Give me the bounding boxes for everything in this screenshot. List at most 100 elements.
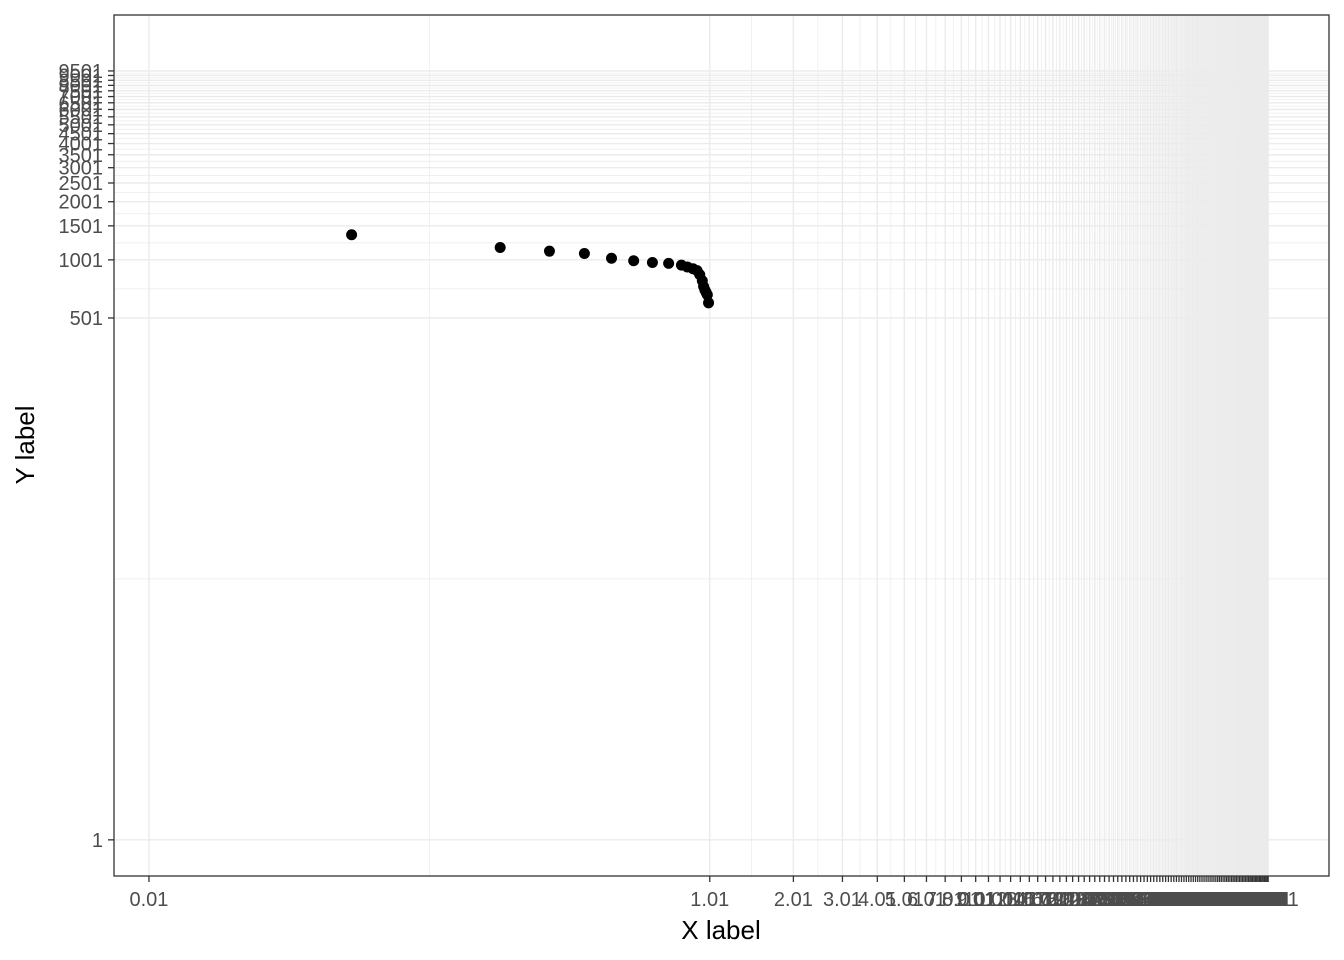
x-tick-label: 19.01: [1041, 889, 1091, 911]
x-tick-label: 2.01: [774, 889, 813, 911]
x-tick-label: 89.01: [1229, 889, 1279, 911]
x-tick-label: 16.01: [1021, 889, 1071, 911]
y-tick-label: 8001: [59, 75, 104, 97]
x-tick-label: 46.01: [1149, 889, 1199, 911]
x-tick-label: 26.01: [1079, 889, 1129, 911]
x-tick-label: 94.01: [1236, 889, 1286, 911]
x-tick-label: 93.01: [1234, 889, 1284, 911]
x-tick-label: 66.01: [1193, 889, 1243, 911]
x-tick-label: 15.01: [1013, 889, 1063, 911]
y-tick-label: 1: [92, 830, 103, 852]
x-tick-label: 25.01: [1075, 889, 1125, 911]
x-tick-label: 7.01: [926, 889, 965, 911]
x-tick-label: 90.01: [1230, 889, 1280, 911]
x-tick-label: 69.01: [1198, 889, 1248, 911]
x-tick-label: 99.01: [1242, 889, 1292, 911]
y-tick-label: 8501: [59, 70, 104, 92]
x-tick-label: 55.01: [1170, 889, 1220, 911]
x-tick-label: 98.01: [1241, 889, 1291, 911]
y-tick-label: 4501: [59, 124, 104, 146]
x-tick-label: 76.01: [1210, 889, 1260, 911]
x-tick-label: 11.01: [976, 889, 1025, 911]
x-tick-label: 3.01: [823, 889, 862, 911]
x-tick-label: 84.01: [1222, 889, 1272, 911]
y-axis-title: Y label: [10, 405, 40, 484]
x-tick-label: 70.01: [1200, 889, 1250, 911]
x-tick-label: 13.01: [995, 889, 1045, 911]
x-tick-label: 97.01: [1239, 889, 1289, 911]
x-tick-label: 91.01: [1232, 889, 1282, 911]
y-tick-label: 7001: [59, 87, 104, 109]
x-tick-label: 48.01: [1154, 889, 1204, 911]
x-tick-label: 87.01: [1226, 889, 1276, 911]
x-tick-label: 4.01: [858, 889, 897, 911]
x-tick-label: 81.01: [1218, 889, 1268, 911]
data-point: [494, 241, 506, 253]
x-tick-label: 12.01: [986, 889, 1036, 911]
x-axis: 0.01 1.01 2.01 3.014.015.016.017.018.019.01…: [129, 876, 1299, 911]
y-tick-label: 1501: [59, 216, 104, 238]
x-tick-label: 58.01: [1177, 889, 1227, 911]
y-tick-label: 2501: [59, 173, 104, 195]
x-tick-label: 22.01: [1059, 889, 1109, 911]
x-tick-label: 88.01: [1228, 889, 1278, 911]
data-point: [346, 229, 358, 241]
data-point: [663, 257, 675, 269]
x-tick-label: 52.01: [1164, 889, 1214, 911]
x-tick-label: 23.01: [1065, 889, 1115, 911]
x-tick-label: 0.01: [129, 889, 168, 911]
x-tick-label: 77.01: [1211, 889, 1261, 911]
x-tick-label: 14.01: [1004, 889, 1054, 911]
x-tick-label: 53.01: [1166, 889, 1216, 911]
x-tick-label: 10.01: [963, 889, 1013, 911]
x-tick-label: 100.01: [1238, 889, 1299, 911]
x-tick-label: 6.01: [907, 889, 946, 911]
x-tick-label: 83.01: [1220, 889, 1270, 911]
x-tick-label: 41.01: [1135, 889, 1185, 911]
x-tick-label: 24.01: [1070, 889, 1120, 911]
x-tick-label: 35.01: [1116, 889, 1166, 911]
x-tick-label: 37.01: [1122, 889, 1172, 911]
x-tick-label: 75.01: [1208, 889, 1258, 911]
data-points: [346, 229, 715, 309]
x-tick-label: 5.01: [885, 889, 924, 911]
x-tick-label: 64.01: [1189, 889, 1239, 911]
x-tick-label: 57.01: [1175, 889, 1225, 911]
x-tick-label: 71.01: [1202, 889, 1252, 911]
x-tick-label: 74.01: [1207, 889, 1257, 911]
x-tick-label: 20.01: [1048, 889, 1098, 911]
y-tick-label: 3501: [59, 145, 104, 167]
x-tick-label: 63.01: [1187, 889, 1237, 911]
y-tick-label: 6001: [59, 100, 104, 122]
x-tick-label: 51.01: [1161, 889, 1211, 911]
x-tick-label: 72.01: [1203, 889, 1253, 911]
x-tick-label: 38.01: [1126, 889, 1176, 911]
x-tick-label: 56.01: [1173, 889, 1223, 911]
data-point: [646, 257, 658, 268]
x-tick-label: 40.01: [1132, 889, 1182, 911]
x-tick-label: 32.01: [1105, 889, 1155, 911]
y-tick-label: 1001: [59, 250, 104, 272]
x-tick-label: 80.01: [1216, 889, 1266, 911]
x-tick-label: 79.01: [1214, 889, 1264, 911]
x-tick-label: 30.01: [1097, 889, 1147, 911]
y-tick-label: 2001: [59, 192, 104, 214]
x-tick-label: 31.01: [1101, 889, 1151, 911]
minor-gridlines: [114, 15, 1329, 876]
x-tick-label: 34.01: [1112, 889, 1162, 911]
x-tick-label: 85.01: [1223, 889, 1273, 911]
x-tick-label: 95.01: [1237, 889, 1287, 911]
y-tick-label: 501: [70, 308, 103, 330]
data-point: [606, 252, 618, 264]
y-tick-label: 6501: [59, 93, 104, 115]
x-tick-label: 18.01: [1035, 889, 1085, 911]
x-tick-label: 67.01: [1194, 889, 1244, 911]
y-tick-label: 4001: [59, 134, 104, 156]
y-tick-label: 3001: [59, 158, 104, 180]
data-point: [628, 255, 640, 267]
x-axis-title: X label: [681, 915, 761, 945]
x-tick-label: 62.01: [1185, 889, 1235, 911]
x-tick-label: 65.01: [1191, 889, 1241, 911]
y-tick-label: 9501: [59, 61, 104, 83]
